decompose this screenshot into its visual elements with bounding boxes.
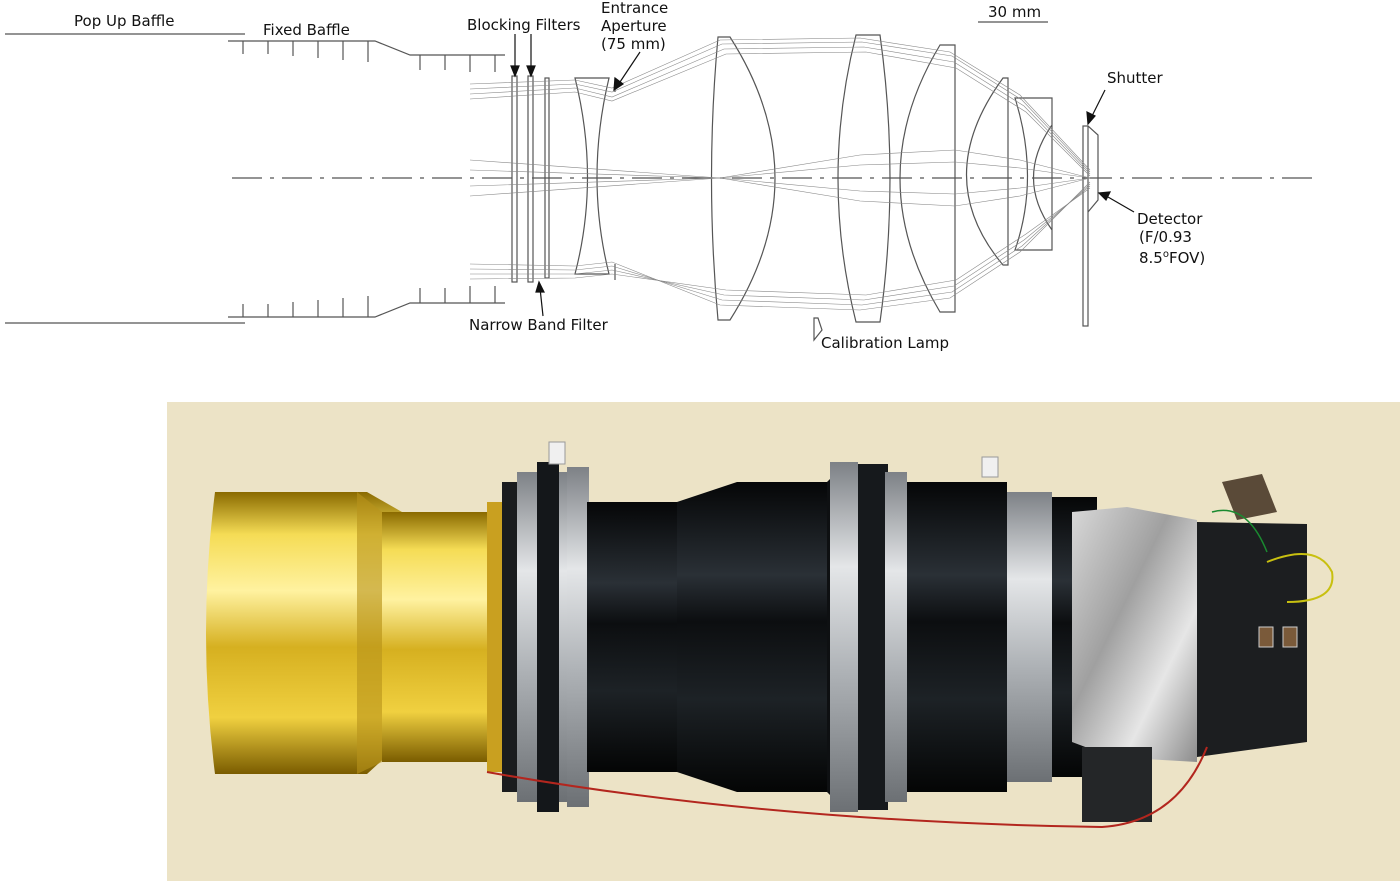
pop-up-baffle-label: Pop Up Baffle xyxy=(74,12,175,30)
shutter-detector-plate xyxy=(1082,125,1089,327)
lens-3 xyxy=(899,44,956,313)
optical-layout-diagram: Pop Up Baffle Fixed Baffle Blocking Filt… xyxy=(0,0,1400,400)
black-barrel xyxy=(587,467,842,807)
degree-symbol: o xyxy=(1162,249,1169,260)
detector-element xyxy=(1087,125,1099,213)
front-mount-ring xyxy=(502,441,589,812)
optical-layout-drawing xyxy=(5,21,1320,342)
ray-bundles xyxy=(469,37,1091,311)
fov-value: 8.5 xyxy=(1139,249,1163,267)
blocking-filter-1 xyxy=(511,75,518,283)
narrow-band-filter-label: Narrow Band Filter xyxy=(469,316,608,334)
detector-label-line3: 8.5oFOV) xyxy=(1139,246,1205,267)
lens-5 xyxy=(1014,97,1053,251)
entrance-aperture-label-line3: (75 mm) xyxy=(601,35,666,53)
detector-label-line2: (F/0.93 xyxy=(1139,228,1192,246)
wires xyxy=(486,509,1334,829)
calibration-lamp-shape xyxy=(813,317,823,342)
blocking-filter-2 xyxy=(527,75,534,283)
detector-housing xyxy=(1072,474,1307,822)
middle-mount-ring xyxy=(830,456,999,812)
shutter-label: Shutter xyxy=(1107,69,1163,87)
instrument-photo-drawing xyxy=(167,402,1400,881)
fixed-baffle-bottom xyxy=(228,286,505,318)
fixed-baffle-label: Fixed Baffle xyxy=(263,21,350,39)
rear-barrel xyxy=(907,482,1097,792)
fov-suffix: FOV) xyxy=(1168,249,1206,267)
lens-4 xyxy=(966,77,1009,266)
instrument-photo xyxy=(167,402,1400,881)
entrance-aperture-label-line2: Aperture xyxy=(601,17,667,35)
gold-baffle xyxy=(206,492,509,774)
leader-arrows xyxy=(510,34,1135,317)
lens-2 xyxy=(837,34,891,323)
blocking-filters-label: Blocking Filters xyxy=(467,16,581,34)
fixed-baffle-top xyxy=(228,40,505,72)
entrance-aperture-label-line1: Entrance xyxy=(601,0,669,17)
calibration-lamp-label: Calibration Lamp xyxy=(821,334,950,352)
lens-1 xyxy=(710,36,776,321)
scale-bar-label: 30 mm xyxy=(988,3,1042,21)
detector-label-line1: Detector xyxy=(1137,210,1203,228)
corrector-lens xyxy=(574,77,610,275)
